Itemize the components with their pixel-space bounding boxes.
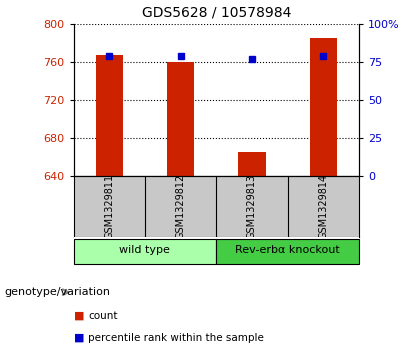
FancyBboxPatch shape — [74, 238, 216, 264]
Text: GSM1329814: GSM1329814 — [318, 174, 328, 239]
Text: GSM1329812: GSM1329812 — [176, 174, 186, 239]
FancyBboxPatch shape — [216, 238, 359, 264]
Bar — [167, 62, 194, 176]
Text: percentile rank within the sample: percentile rank within the sample — [88, 333, 264, 343]
Text: count: count — [88, 311, 118, 321]
Text: GSM1329811: GSM1329811 — [104, 174, 114, 239]
Bar — [310, 38, 337, 176]
Bar — [96, 55, 123, 176]
Text: genotype/variation: genotype/variation — [4, 287, 110, 297]
Text: ■: ■ — [74, 333, 84, 343]
Text: ■: ■ — [74, 311, 84, 321]
Bar — [239, 152, 265, 176]
Title: GDS5628 / 10578984: GDS5628 / 10578984 — [142, 6, 291, 20]
Text: wild type: wild type — [119, 245, 171, 255]
Text: Rev-erbα knockout: Rev-erbα knockout — [235, 245, 340, 255]
Text: GSM1329813: GSM1329813 — [247, 174, 257, 239]
